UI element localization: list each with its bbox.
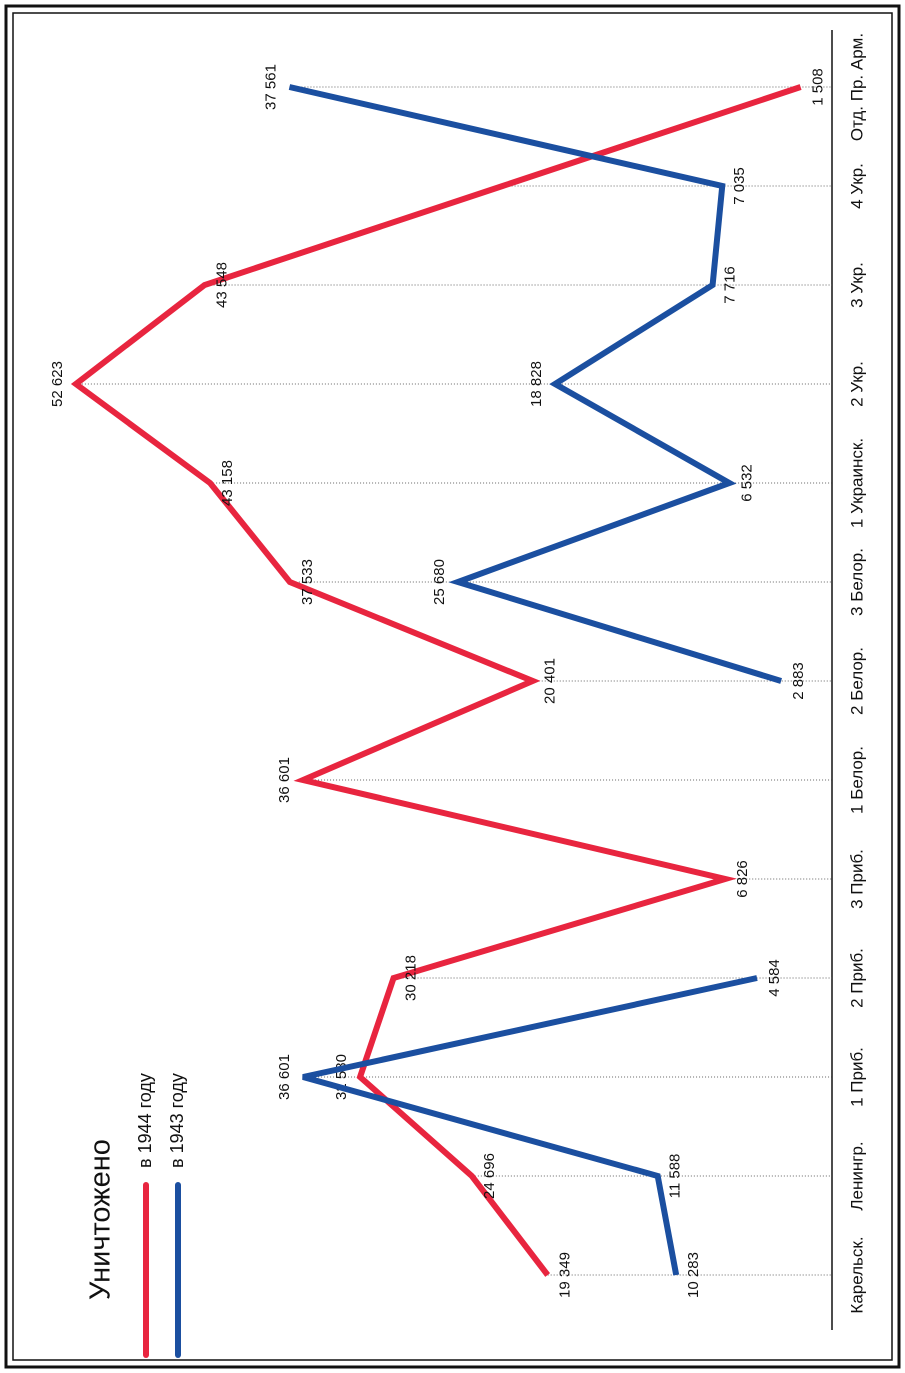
value-label: 32 580 [333, 1054, 350, 1100]
value-label: 36 601 [276, 757, 293, 803]
category-label: Отд. Пр. Арм. [847, 33, 866, 141]
series-line [288, 84, 783, 1276]
category-label: 3 Укр. [847, 262, 866, 308]
category-label: 1 Украинск. [847, 438, 866, 528]
legend-label: в 1943 году [167, 1073, 187, 1168]
series-line [70, 84, 802, 1277]
value-label: 43 158 [219, 460, 236, 506]
category-label: Ленингр. [847, 1141, 866, 1210]
value-label: 7 716 [722, 266, 739, 304]
category-label: 2 Белор. [847, 647, 866, 715]
inner-frame [12, 12, 893, 1361]
value-label: 6 826 [734, 860, 751, 898]
value-label: 37 561 [262, 64, 279, 110]
value-label: 20 401 [542, 658, 559, 704]
category-label: 3 Приб. [847, 849, 866, 909]
value-label: 24 696 [481, 1153, 498, 1199]
category-label: 1 Белор. [847, 746, 866, 814]
category-label: Карельск. [847, 1236, 866, 1313]
category-label: 2 Укр. [847, 361, 866, 407]
category-label: 4 Укр. [847, 163, 866, 209]
category-label: 3 Белор. [847, 548, 866, 616]
value-label: 19 349 [557, 1252, 574, 1298]
value-label: 30 218 [403, 955, 420, 1001]
value-label: 37 533 [299, 559, 316, 605]
value-label: 25 680 [431, 559, 448, 605]
value-label: 43 548 [214, 262, 231, 308]
value-label: 36 601 [276, 1054, 293, 1100]
category-label: 1 Приб. [847, 1047, 866, 1107]
value-label: 7 035 [731, 167, 748, 205]
legend-label: в 1944 году [135, 1073, 155, 1168]
value-label: 52 623 [49, 361, 66, 407]
category-label: 2 Приб. [847, 948, 866, 1008]
legend-title: Уничтожено [85, 1139, 117, 1300]
value-label: 2 883 [790, 662, 807, 700]
value-label: 1 508 [810, 68, 827, 106]
outer-frame [4, 4, 901, 1369]
value-label: 6 532 [738, 464, 755, 502]
value-label: 18 828 [528, 361, 545, 407]
value-label: 11 588 [667, 1154, 684, 1199]
value-label: 10 283 [685, 1252, 702, 1298]
value-label: 4 584 [766, 959, 783, 997]
